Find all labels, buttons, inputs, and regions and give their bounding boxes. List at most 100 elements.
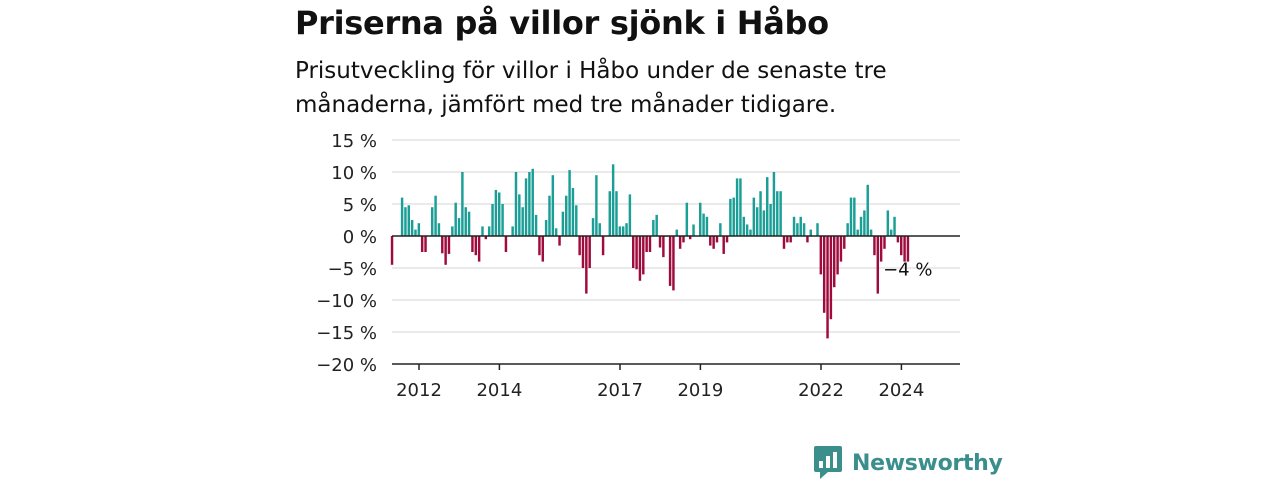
bar xyxy=(836,236,839,275)
bar xyxy=(431,207,434,236)
bar xyxy=(849,197,853,236)
bar xyxy=(900,236,903,256)
bar xyxy=(410,220,414,236)
bar xyxy=(719,223,722,236)
bar xyxy=(752,197,756,236)
bar xyxy=(471,236,474,252)
bar xyxy=(802,223,806,236)
bar xyxy=(628,194,632,236)
bar xyxy=(444,236,447,265)
bar xyxy=(893,216,896,236)
bar xyxy=(826,236,829,339)
bar xyxy=(769,204,772,236)
x-tick-label: 2024 xyxy=(878,380,924,401)
bar xyxy=(615,191,618,236)
bar xyxy=(873,236,876,256)
bar xyxy=(709,236,712,246)
bar xyxy=(799,216,802,236)
bar xyxy=(735,178,739,236)
bar xyxy=(675,229,679,236)
bar xyxy=(749,229,752,236)
bar xyxy=(554,228,558,236)
bar xyxy=(598,223,601,236)
bar xyxy=(863,210,866,236)
bar xyxy=(487,226,491,236)
bar xyxy=(585,236,588,294)
bar xyxy=(521,207,524,236)
bar xyxy=(565,195,568,236)
bar xyxy=(645,236,648,252)
bar xyxy=(715,236,719,243)
bar xyxy=(779,191,782,236)
bar xyxy=(766,177,769,236)
bar xyxy=(762,210,766,236)
bar xyxy=(578,236,581,256)
bar xyxy=(464,207,467,236)
bar xyxy=(652,220,655,236)
bar xyxy=(454,202,457,236)
bar xyxy=(494,189,498,236)
bar xyxy=(451,226,454,236)
bar xyxy=(859,216,863,236)
bar xyxy=(896,236,900,243)
bar xyxy=(886,210,890,236)
y-tick-label: 10 % xyxy=(331,163,377,184)
bar xyxy=(544,220,548,236)
bar xyxy=(548,195,551,236)
bar xyxy=(595,175,598,236)
bar xyxy=(481,226,484,236)
bar xyxy=(655,214,658,236)
bar xyxy=(611,164,615,236)
bar xyxy=(504,236,508,252)
bar xyxy=(441,236,444,254)
bar xyxy=(474,236,478,256)
bar xyxy=(528,172,531,236)
bar xyxy=(796,223,799,236)
bar xyxy=(561,211,565,236)
bar xyxy=(407,205,411,236)
bar xyxy=(658,236,662,248)
x-tick-label: 2017 xyxy=(597,380,643,401)
bar xyxy=(534,214,538,236)
y-tick-label: −20 % xyxy=(316,355,377,376)
bar xyxy=(541,236,545,262)
bar xyxy=(635,236,638,270)
bar xyxy=(772,172,776,236)
bar xyxy=(568,170,571,236)
bar xyxy=(414,229,417,236)
bar xyxy=(420,236,424,252)
bar xyxy=(558,236,561,246)
bar xyxy=(889,229,893,236)
bar xyxy=(484,236,488,240)
bar xyxy=(853,197,856,236)
y-tick-label: −5 % xyxy=(328,259,377,280)
bar xyxy=(588,236,591,268)
bar xyxy=(792,216,796,236)
bar xyxy=(477,236,481,262)
bar xyxy=(514,172,518,236)
bar xyxy=(524,178,528,236)
newsworthy-logo: Newsworthy xyxy=(814,446,1003,480)
bar xyxy=(692,224,695,236)
bar xyxy=(404,207,407,236)
bar xyxy=(678,236,682,249)
bar xyxy=(869,229,873,236)
bar xyxy=(856,229,859,236)
bar xyxy=(816,223,819,236)
annotations: −4 % xyxy=(883,260,932,281)
bar xyxy=(400,197,404,236)
y-tick-label: 5 % xyxy=(343,195,377,216)
bar xyxy=(782,236,786,249)
bar xyxy=(571,188,575,236)
bar xyxy=(822,236,826,313)
bar xyxy=(702,213,705,236)
bar xyxy=(581,236,585,268)
bar xyxy=(608,191,612,236)
bar xyxy=(518,194,521,236)
bar xyxy=(424,236,427,252)
bar xyxy=(722,236,725,254)
bar xyxy=(491,204,494,236)
bar xyxy=(745,224,749,236)
bar xyxy=(776,191,779,236)
